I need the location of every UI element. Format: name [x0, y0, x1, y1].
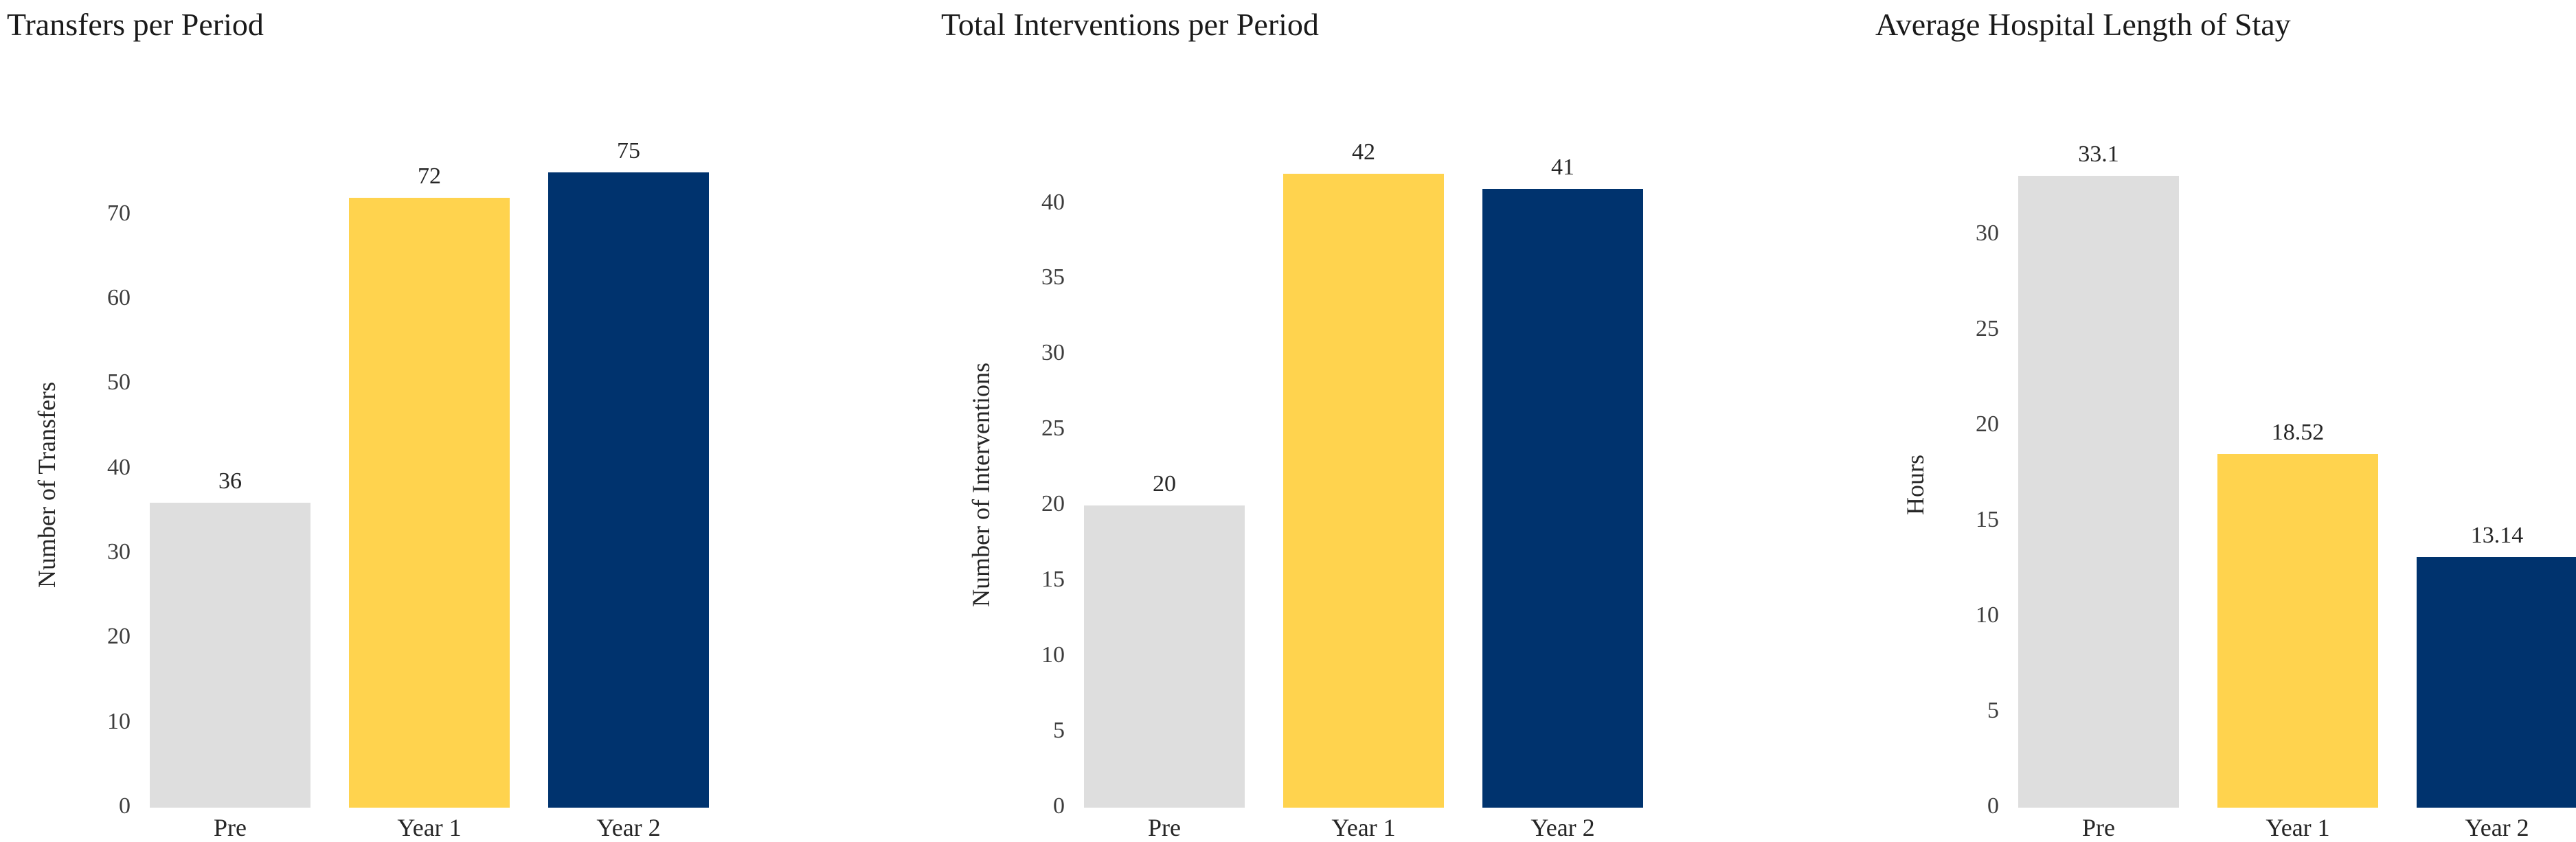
y-tick-label: 50: [107, 369, 131, 396]
y-tick-label: 25: [1041, 416, 1065, 442]
x-category-label-year-2: Year 2: [2465, 814, 2529, 841]
chart-title: Transfers per Period: [7, 7, 264, 42]
y-tick-label: 0: [119, 793, 131, 819]
x-category-label-year-1: Year 1: [2266, 814, 2330, 841]
x-category-label-year-1: Year 1: [1331, 814, 1396, 841]
y-tick-label: 60: [107, 285, 131, 311]
bar-value-label: 36: [218, 468, 242, 494]
bar-value-label: 20: [1153, 471, 1176, 497]
chart-panel-transfers: Transfers per Period Number of Transfers…: [0, 0, 934, 842]
bar-value-label: 42: [1352, 139, 1375, 165]
y-tick-label: 30: [1041, 340, 1065, 366]
bar-year-2: [1482, 188, 1643, 808]
y-tick-label: 70: [107, 200, 131, 226]
y-tick-label: 20: [1976, 411, 1999, 437]
y-tick-label: 25: [1976, 316, 1999, 342]
y-tick-label: 0: [1987, 793, 1999, 819]
y-tick-label: 0: [1053, 793, 1065, 819]
y-tick-label: 20: [107, 624, 131, 650]
chart-panel-length-of-stay: Average Hospital Length of Stay Hours 33…: [1868, 0, 2576, 842]
y-tick-label: 30: [107, 539, 131, 565]
y-tick-label: 35: [1041, 264, 1065, 291]
bar-year-1: [1283, 173, 1444, 808]
y-tick-label: 15: [1976, 507, 1999, 532]
plot-area: 20 42 41: [1084, 139, 1643, 808]
y-tick-label: 30: [1976, 220, 1999, 247]
y-tick-label: 40: [107, 454, 131, 480]
y-tick-label: 40: [1041, 189, 1065, 215]
x-category-label-pre: Pre: [214, 814, 247, 841]
y-tick-label: 10: [1976, 602, 1999, 628]
x-category-label-year-2: Year 2: [596, 814, 661, 841]
y-tick-label: 20: [1041, 491, 1065, 517]
y-axis-label-box: Number of Interventions: [959, 161, 1003, 808]
bar-value-label: 18.52: [2271, 420, 2325, 446]
bar-value-label: 13.14: [2470, 522, 2524, 548]
bar-year-1: [2217, 454, 2378, 808]
bar-value-label: 75: [617, 138, 640, 164]
y-axis-label: Hours: [1901, 454, 1929, 515]
y-tick-label: 15: [1041, 567, 1065, 593]
x-category-label-pre: Pre: [2082, 814, 2115, 841]
bar-pre: [150, 503, 310, 808]
chart-title: Total Interventions per Period: [941, 7, 1319, 42]
x-category-label-year-1: Year 1: [397, 814, 462, 841]
x-category-label-pre: Pre: [1148, 814, 1181, 841]
chart-title: Average Hospital Length of Stay: [1875, 7, 2291, 42]
bar-value-label: 33.1: [2078, 141, 2119, 167]
bar-year-2: [548, 172, 709, 808]
y-tick-label: 10: [107, 708, 131, 734]
y-tick-label: 10: [1041, 642, 1065, 668]
plot-area: 33.1 18.52 13.14: [2018, 141, 2576, 808]
y-tick-label: 5: [1987, 698, 1999, 723]
bar-pre: [2018, 175, 2179, 808]
bar-year-2: [2417, 556, 2576, 808]
plot-area: 36 72 75: [150, 138, 709, 808]
chart-panel-interventions: Total Interventions per Period Number of…: [934, 0, 1868, 842]
y-tick-label: 5: [1053, 718, 1065, 744]
x-category-label-year-2: Year 2: [1530, 814, 1595, 841]
bar-pre: [1084, 505, 1245, 808]
bar-value-label: 41: [1551, 154, 1574, 180]
bar-value-label: 72: [418, 163, 441, 190]
bar-year-1: [349, 198, 510, 808]
